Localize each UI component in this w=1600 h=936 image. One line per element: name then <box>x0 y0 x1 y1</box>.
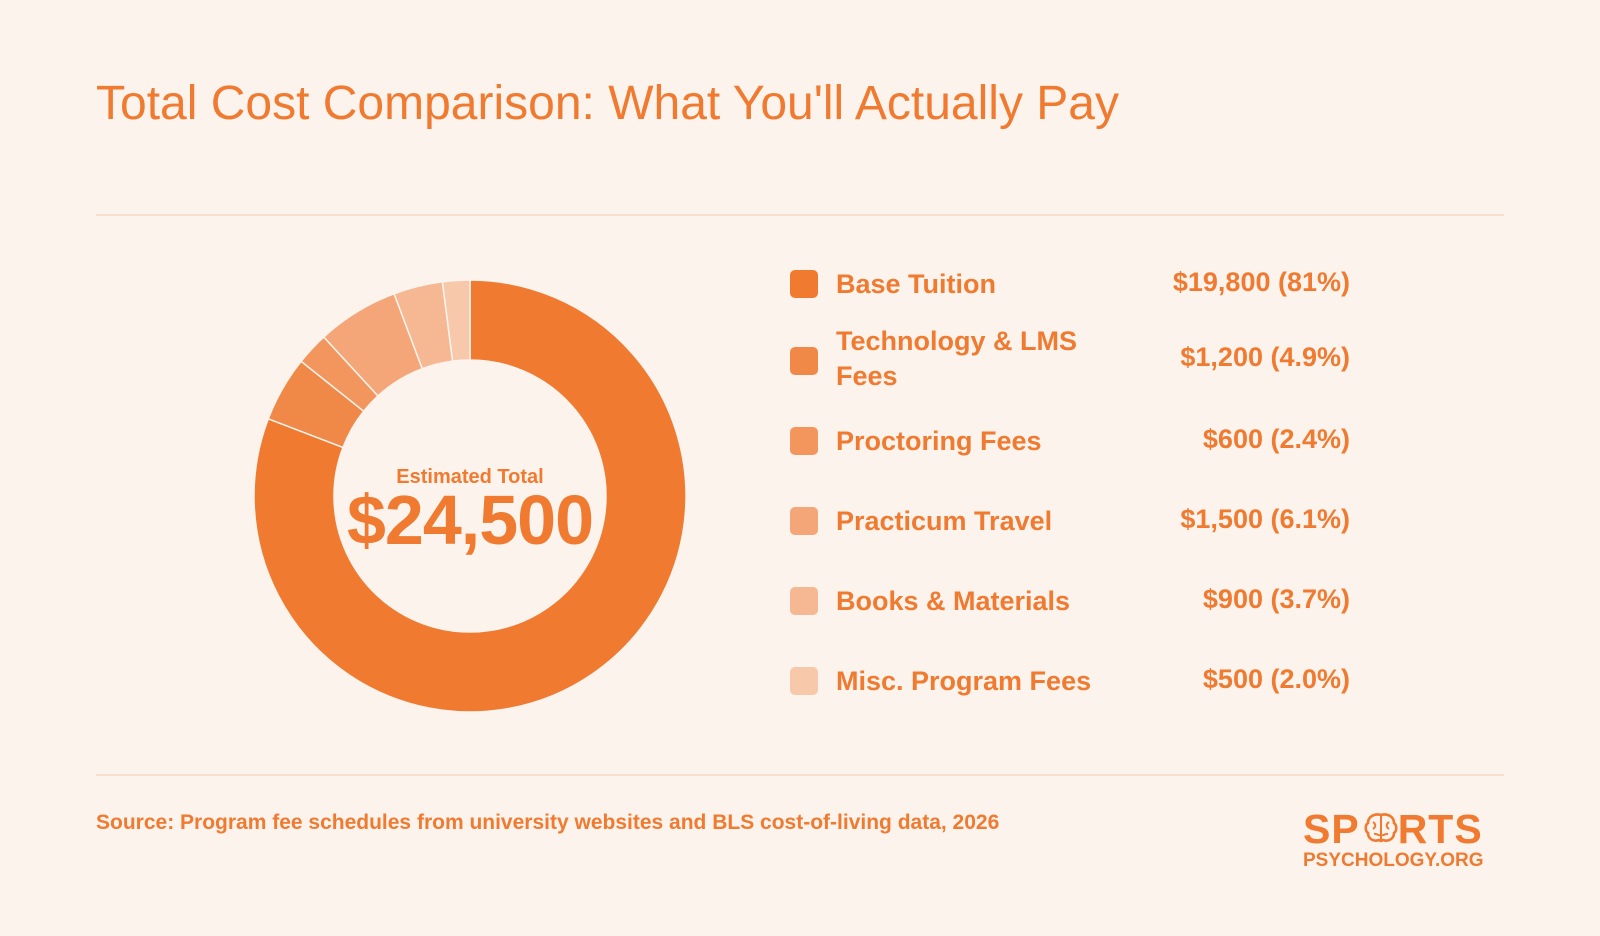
center-value: $24,500 <box>346 481 594 559</box>
legend-value: $900 (3.7%) <box>1202 584 1350 614</box>
legend-swatch <box>790 270 818 298</box>
legend-label: Books & Materials <box>836 586 1071 616</box>
legend-value: $19,800 (81%) <box>1172 267 1350 297</box>
legend-swatch <box>790 427 818 455</box>
legend-label: Proctoring Fees <box>836 426 1042 456</box>
legend-swatch <box>790 667 818 695</box>
brain-icon <box>1364 813 1398 843</box>
legend-item-practicum-travel: Practicum Travel $1,500 (6.1%) <box>790 504 1350 537</box>
legend-label: Base Tuition <box>836 269 997 299</box>
source-note: Source: Program fee schedules from unive… <box>96 811 1000 834</box>
legend-item-proctoring-fees: Proctoring Fees $600 (2.4%) <box>790 424 1350 457</box>
legend-item-misc-program-fees: Misc. Program Fees $500 (2.0%) <box>790 664 1350 697</box>
legend-label: Technology & LMS Fees <box>836 326 1077 391</box>
legend-value: $500 (2.0%) <box>1202 664 1350 694</box>
sportspsychology-logo[interactable]: SP RTS PSYCHOLOGY.ORG <box>1303 806 1503 871</box>
legend-value: $1,500 (6.1%) <box>1180 504 1350 534</box>
legend-value: $1,200 (4.9%) <box>1180 342 1350 372</box>
center-label: Estimated Total <box>396 466 544 488</box>
logo-wordmark-top: SP RTS <box>1303 806 1483 852</box>
top-divider <box>96 214 1504 216</box>
logo-wordmark-bottom: PSYCHOLOGY.ORG <box>1303 850 1484 871</box>
donut-chart <box>253 279 687 713</box>
donut-slice-misc-program-fees <box>441 279 471 362</box>
legend-item-technology-lms-fees: Technology & LMS Fees $1,200 (4.9%) <box>790 324 1350 394</box>
legend-swatch <box>790 347 818 375</box>
legend-label: Misc. Program Fees <box>836 666 1092 696</box>
chart-title: Total Cost Comparison: What You'll Actua… <box>96 77 1119 130</box>
bottom-divider <box>96 774 1504 776</box>
legend-item-books-materials: Books & Materials $900 (3.7%) <box>790 584 1350 617</box>
donut-slice-base-tuition <box>253 279 687 713</box>
legend-value: $600 (2.4%) <box>1202 424 1350 454</box>
legend-label: Practicum Travel <box>836 506 1053 536</box>
legend-swatch <box>790 507 818 535</box>
legend-swatch <box>790 587 818 615</box>
legend-item-base-tuition: Base Tuition $19,800 (81%) <box>790 267 1350 300</box>
